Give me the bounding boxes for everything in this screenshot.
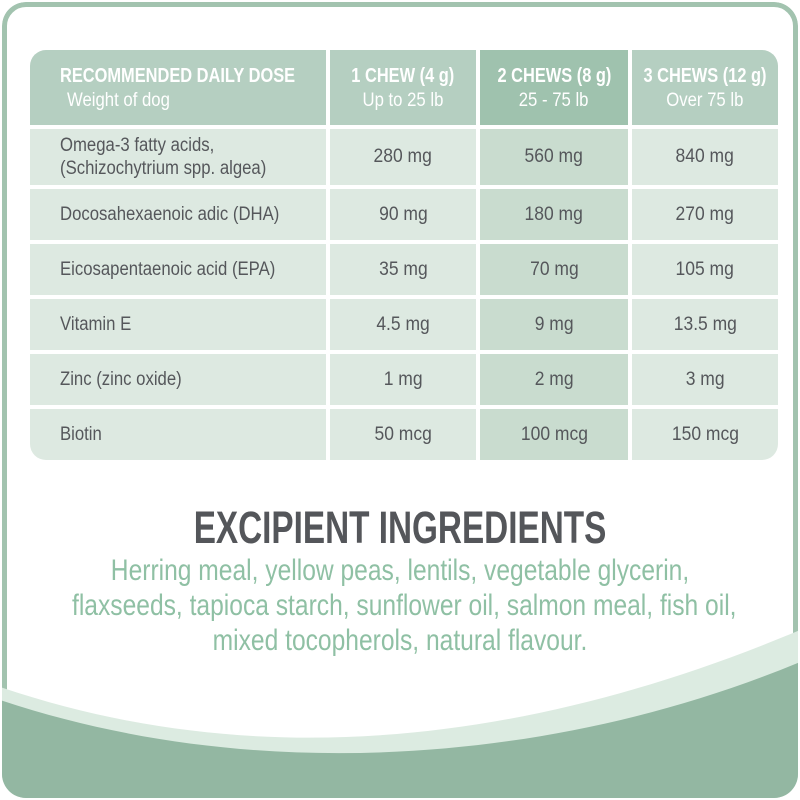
row-label-line2: (Schizochytrium spp. algea) xyxy=(60,158,267,179)
row-omega3-value-3chews: 840 mg xyxy=(632,129,778,185)
row-biotin-value-1chew: 50 mcg xyxy=(330,409,476,460)
dose-value: 50 mcg xyxy=(374,423,432,445)
excipient-ingredients-line: Herring meal, yellow peas, lentils, vege… xyxy=(110,554,690,587)
header-cell-2-chews: 2 CHEWS (8 g) 25 - 75 lb xyxy=(480,50,628,125)
dose-value: 9 mg xyxy=(534,313,574,335)
header-cell-1-chew: 1 CHEW (4 g) Up to 25 lb xyxy=(330,50,476,125)
dose-value: 3 mg xyxy=(685,368,725,390)
row-dha-value-3chews: 270 mg xyxy=(632,189,778,240)
dose-value: 35 mg xyxy=(378,258,428,280)
row-biotin-label-cell: Biotin xyxy=(30,409,326,460)
row-zinc-value-1chew: 1 mg xyxy=(330,354,476,405)
header-subtitle: Weight of dog xyxy=(67,89,170,111)
header-subtitle: Over 75 lb xyxy=(666,89,744,111)
header-subtitle: 25 - 75 lb xyxy=(519,89,589,111)
dose-value: 2 mg xyxy=(534,368,574,390)
excipient-ingredients-line: flaxseeds, tapioca starch, sunflower oil… xyxy=(72,589,737,622)
dosage-table: RECOMMENDED DAILY DOSE Weight of dog 1 C… xyxy=(30,50,778,460)
row-label: Eicosapentaenoic acid (EPA) xyxy=(60,259,276,280)
dose-value: 100 mcg xyxy=(520,423,588,445)
dose-value: 280 mg xyxy=(373,146,433,167)
dose-value: 105 mg xyxy=(675,258,735,280)
row-vitamin-e-label-cell: Vitamin E xyxy=(30,299,326,350)
header-title: RECOMMENDED DAILY DOSE xyxy=(60,64,296,87)
dose-value: 180 mg xyxy=(524,203,584,225)
row-zinc-value-3chews: 3 mg xyxy=(632,354,778,405)
header-title: 1 CHEW (4 g) xyxy=(351,64,455,87)
header-subtitle: Up to 25 lb xyxy=(362,89,444,111)
row-label: Zinc (zinc oxide) xyxy=(60,369,182,390)
row-vitamin-e-value-2chews: 9 mg xyxy=(480,299,628,350)
row-vitamin-e-value-3chews: 13.5 mg xyxy=(632,299,778,350)
row-zinc-value-2chews: 2 mg xyxy=(480,354,628,405)
excipient-title: EXCIPIENT INGREDIENTS xyxy=(193,502,607,553)
row-dha-value-2chews: 180 mg xyxy=(480,189,628,240)
row-epa-value-1chew: 35 mg xyxy=(330,244,476,295)
row-dha-value-1chew: 90 mg xyxy=(330,189,476,240)
dose-value: 4.5 mg xyxy=(376,313,430,335)
row-dha-label-cell: Docosahexaenoic adic (DHA) xyxy=(30,189,326,240)
dose-value: 90 mg xyxy=(378,203,428,225)
row-vitamin-e-value-1chew: 4.5 mg xyxy=(330,299,476,350)
row-label: Docosahexaenoic adic (DHA) xyxy=(60,204,280,225)
row-omega3-value-2chews: 560 mg xyxy=(480,129,628,185)
dose-value: 70 mg xyxy=(529,258,579,280)
excipient-section: EXCIPIENT INGREDIENTS Herring meal, yell… xyxy=(0,503,800,658)
row-zinc-label-cell: Zinc (zinc oxide) xyxy=(30,354,326,405)
excipient-ingredients-line: mixed tocopherols, natural flavour. xyxy=(212,624,588,657)
dose-value: 270 mg xyxy=(675,203,735,225)
row-omega3-value-1chew: 280 mg xyxy=(330,129,476,185)
row-epa-value-3chews: 105 mg xyxy=(632,244,778,295)
header-cell-3-chews: 3 CHEWS (12 g) Over 75 lb xyxy=(632,50,778,125)
row-biotin-value-3chews: 150 mcg xyxy=(632,409,778,460)
header-cell-recommended-dose: RECOMMENDED DAILY DOSE Weight of dog xyxy=(30,50,326,125)
row-epa-label-cell: Eicosapentaenoic acid (EPA) xyxy=(30,244,326,295)
dose-value: 560 mg xyxy=(524,146,584,167)
header-title: 3 CHEWS (12 g) xyxy=(643,64,767,87)
row-epa-value-2chews: 70 mg xyxy=(480,244,628,295)
row-label: Vitamin E xyxy=(60,314,132,335)
dose-value: 1 mg xyxy=(383,368,423,390)
dose-value: 840 mg xyxy=(675,146,735,167)
row-label: Omega-3 fatty acids, xyxy=(60,135,215,156)
dose-value: 13.5 mg xyxy=(673,313,737,335)
row-omega3-label-cell: Omega-3 fatty acids, (Schizochytrium spp… xyxy=(30,129,326,185)
header-title: 2 CHEWS (8 g) xyxy=(497,64,611,87)
dose-value: 150 mcg xyxy=(671,423,739,445)
row-biotin-value-2chews: 100 mcg xyxy=(480,409,628,460)
row-label: Biotin xyxy=(60,424,102,445)
